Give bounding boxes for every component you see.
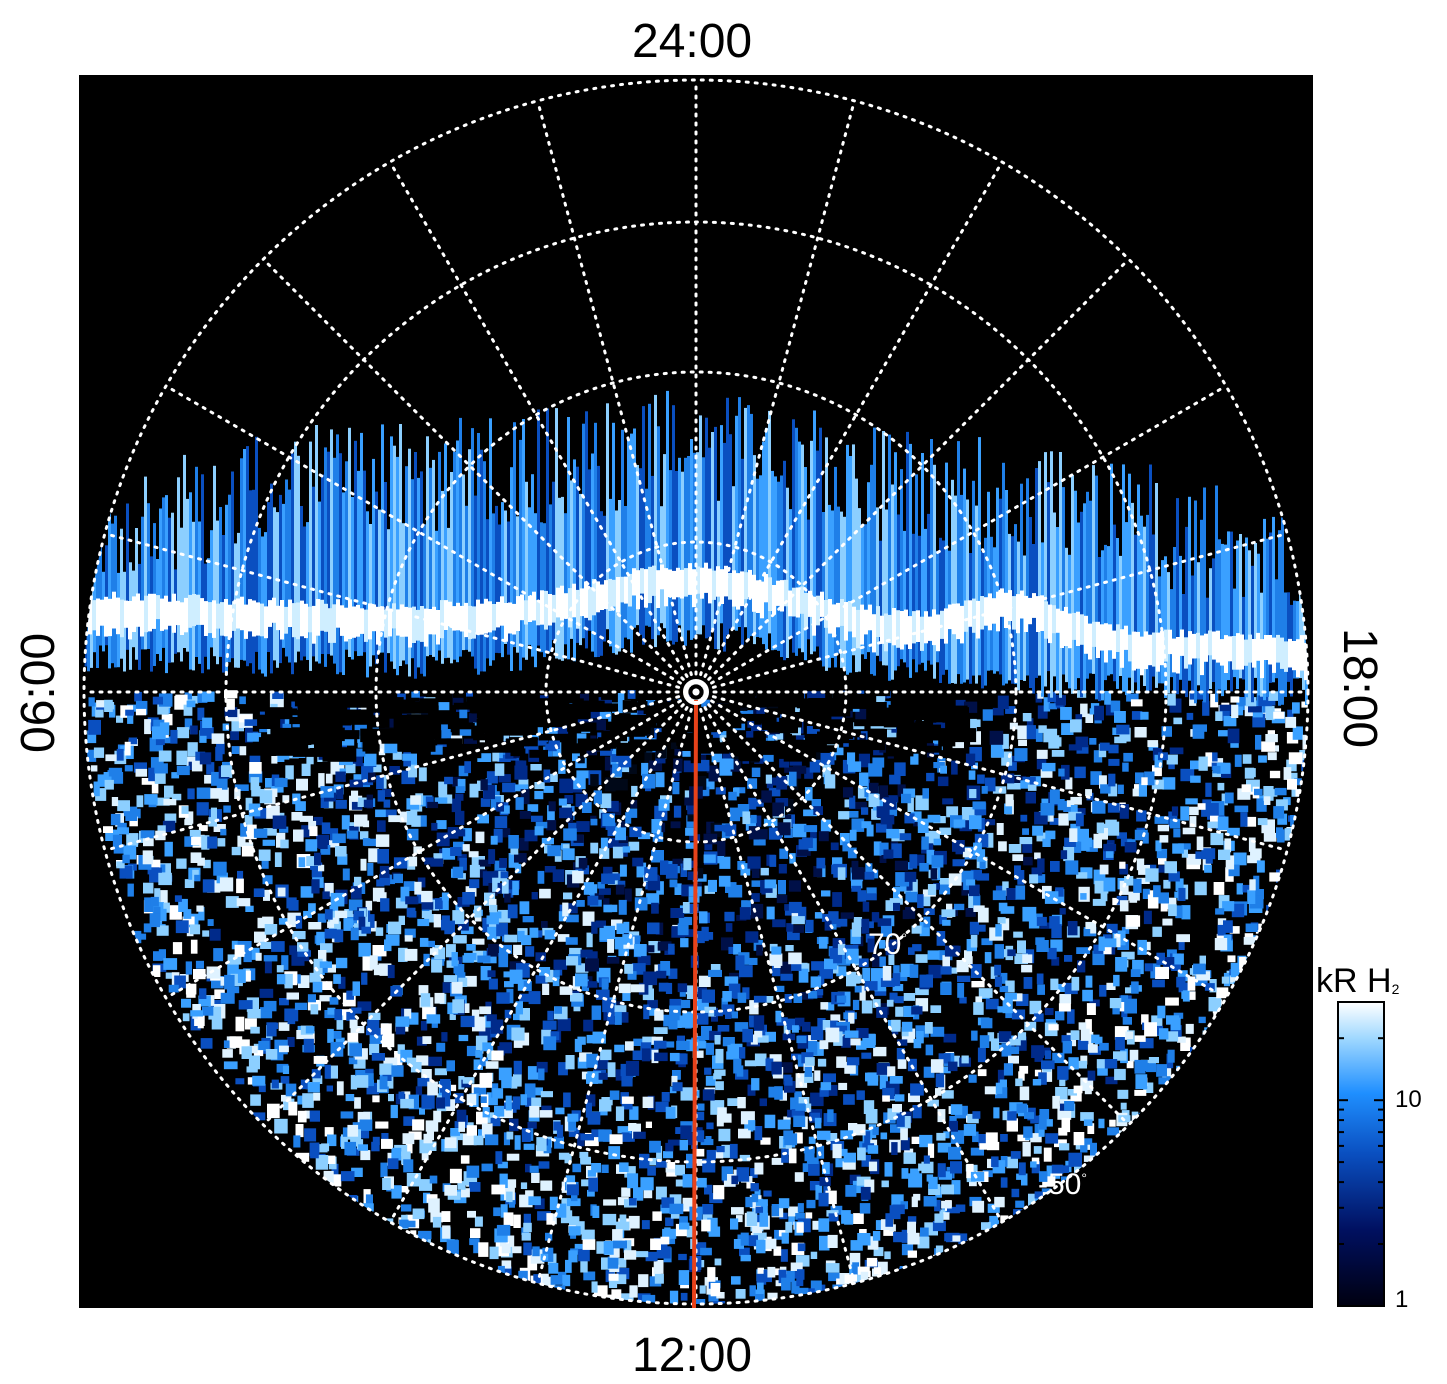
meridian-line: [536, 99, 698, 694]
colorbar-minor-ticks: [1338, 1001, 1384, 1307]
meridian-line: [694, 690, 1289, 852]
spacecraft-track-line: [692, 699, 698, 1309]
colorbar-tick-10: 10: [1395, 1086, 1422, 1113]
auroral-emission-layer: [84, 390, 1308, 1304]
meridian-line: [388, 160, 698, 694]
pole-marker: [683, 679, 709, 705]
meridian-line: [164, 384, 698, 694]
meridian-line: [694, 160, 1004, 694]
meridian-line: [103, 690, 698, 852]
local-time-label-bottom: 12:00: [632, 1329, 753, 1382]
meridian-line: [694, 690, 1004, 1224]
meridian-line: [694, 384, 1228, 694]
meridian-line: [103, 532, 698, 694]
meridian-line: [694, 690, 1228, 1000]
meridian-line: [694, 99, 856, 694]
latitude-label-70: 70°: [868, 928, 907, 961]
meridian-line: [388, 690, 698, 1224]
meridian-line: [261, 690, 698, 1127]
local-time-label-right: 18:00: [1333, 628, 1386, 749]
meridian-line: [164, 690, 698, 1000]
local-time-label-left: 06:00: [12, 632, 65, 753]
lat-lon-grid: [82, 78, 1310, 1306]
latitude-label-minus50: -50°: [1038, 1168, 1087, 1201]
meridian-line: [536, 690, 698, 1285]
meridian-line: [694, 257, 1131, 694]
latitude-circle: [82, 78, 1310, 1306]
colorbar: [1337, 1001, 1385, 1307]
meridian-line: [694, 690, 1131, 1127]
meridian-line: [261, 257, 698, 694]
colorbar-title: kR H2: [1316, 962, 1400, 1000]
meridian-line: [694, 690, 856, 1285]
local-time-label-top: 24:00: [632, 15, 753, 68]
meridian-line: [694, 532, 1289, 694]
latitude-circle: [374, 370, 1018, 1014]
colorbar-tick-1: 1: [1395, 1286, 1409, 1313]
